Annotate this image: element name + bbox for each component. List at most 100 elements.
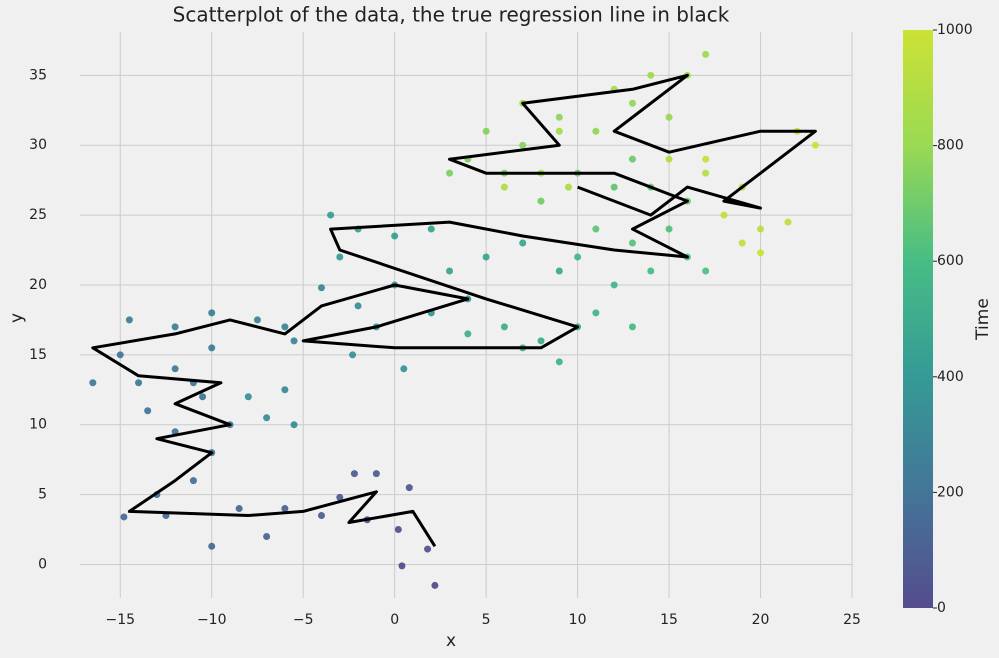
point [116,351,124,359]
point [290,337,298,345]
point [665,155,673,163]
point [482,127,490,135]
point [757,249,765,257]
point [171,365,179,373]
point [564,183,572,191]
chart-title: Scatterplot of the data, the true regres… [173,3,730,27]
point [327,211,335,219]
colorbar-tick-label: 600 [937,253,964,269]
point [431,581,439,589]
colorbar-label: Time [973,298,993,341]
point [610,183,618,191]
point [446,169,454,177]
point [519,239,527,247]
y-tick-label: 20 [29,277,47,293]
point [738,239,746,247]
point [394,526,402,534]
point [208,309,216,317]
y-tick-label: 35 [29,67,47,83]
point [199,393,207,401]
point [482,253,490,261]
point [135,379,143,387]
point [263,414,271,422]
point [427,225,435,233]
point [336,493,344,501]
point [424,545,432,553]
point [702,267,710,275]
y-tick-label: 30 [29,137,47,153]
point [537,337,545,345]
point [628,155,636,163]
colorbar-tick-label: 800 [937,138,964,154]
y-tick-label: 10 [29,417,47,433]
point [647,71,655,79]
point [464,330,472,338]
point [354,302,362,310]
point [757,225,765,233]
point [537,197,545,205]
point [400,365,408,373]
point [702,155,710,163]
point [372,470,380,478]
point [555,127,563,135]
regression-line [91,73,817,548]
colorbar-tick-label: 0 [937,600,946,616]
point [592,225,600,233]
point [235,505,243,513]
point [317,512,325,520]
point [253,316,261,324]
point [281,386,289,394]
point [702,169,710,177]
point [665,225,673,233]
point [317,284,325,292]
colorbar-tick-label: 1000 [937,22,973,38]
point [281,505,289,513]
x-tick-label: 10 [569,612,587,628]
point [628,323,636,331]
point [244,393,252,401]
colorbar [903,30,933,608]
x-tick-label: 25 [843,612,861,628]
point [720,211,728,219]
x-tick-label: 15 [660,612,678,628]
point [391,232,399,240]
x-tick-label: 5 [482,612,491,628]
point [446,267,454,275]
x-tick-label: −5 [293,612,314,628]
point [144,407,152,415]
point [125,316,133,324]
x-tick-label: −15 [105,612,135,628]
point [665,113,673,121]
point [811,141,819,149]
y-tick-label: 15 [29,347,47,363]
point [519,141,527,149]
point [350,470,358,478]
point [281,323,289,331]
point [336,253,344,261]
point [555,358,563,366]
y-tick-label: 25 [29,207,47,223]
x-axis-label: x [446,631,456,651]
point [702,50,710,58]
point [208,344,216,352]
point [349,351,357,359]
point [628,99,636,107]
colorbar-tick-label: 400 [937,369,964,385]
point [592,127,600,135]
y-tick-label: 0 [38,556,47,572]
point [555,267,563,275]
point [189,477,197,485]
point [784,218,792,226]
y-tick-label: 5 [38,487,47,503]
point [500,323,508,331]
point [628,239,636,247]
point [398,562,406,570]
point [647,267,655,275]
x-tick-label: −10 [197,612,227,628]
point [574,253,582,261]
point [555,113,563,121]
point [263,533,271,541]
point [500,183,508,191]
x-tick-label: 0 [390,612,399,628]
